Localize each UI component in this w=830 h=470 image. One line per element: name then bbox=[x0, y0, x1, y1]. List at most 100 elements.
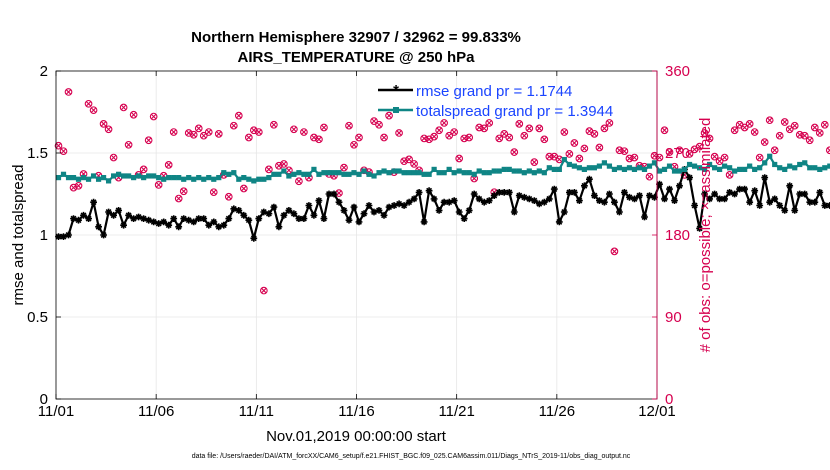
spread-point bbox=[656, 168, 663, 174]
obs-assimilated-cross bbox=[351, 142, 357, 148]
spread-point bbox=[817, 166, 823, 172]
rmse-series-line bbox=[58, 168, 830, 240]
spread-point bbox=[576, 165, 582, 171]
obs-possible-circle bbox=[660, 126, 669, 135]
rmse-asterisk bbox=[375, 207, 383, 214]
rmse-point bbox=[711, 190, 718, 198]
obs-assimilated-cross bbox=[701, 130, 708, 136]
y-tick-label: 0.5 bbox=[27, 309, 48, 326]
rmse-point bbox=[420, 218, 428, 226]
obs-assimilated-cross bbox=[541, 136, 548, 143]
spread-point bbox=[301, 171, 307, 177]
obs-possible-circle bbox=[820, 120, 829, 129]
rmse-point bbox=[520, 193, 528, 201]
spread-point bbox=[757, 165, 763, 171]
spread-point bbox=[75, 176, 82, 182]
obs-possible-circle bbox=[705, 134, 714, 143]
rmse-point bbox=[255, 215, 263, 222]
obs-marker bbox=[595, 143, 604, 152]
spread-point bbox=[100, 175, 107, 181]
rmse-asterisk bbox=[490, 192, 498, 199]
obs-marker bbox=[785, 125, 794, 134]
obs-marker bbox=[710, 152, 719, 161]
obs-marker bbox=[715, 157, 724, 166]
obs-possible-circle bbox=[410, 160, 418, 168]
rmse-asterisk bbox=[550, 185, 558, 193]
rmse-point bbox=[120, 221, 127, 229]
obs-marker bbox=[630, 153, 639, 162]
spread-point bbox=[246, 176, 252, 182]
rmse-asterisk bbox=[716, 195, 723, 203]
rmse-point bbox=[746, 198, 754, 206]
rmse-point bbox=[540, 198, 548, 206]
obs-marker bbox=[620, 147, 629, 156]
obs-possible-circle bbox=[600, 124, 609, 133]
rmse-point bbox=[490, 192, 498, 199]
obs-marker bbox=[810, 123, 819, 132]
spread-point bbox=[621, 166, 628, 172]
spread-point bbox=[396, 168, 402, 174]
obs-assimilated-cross bbox=[55, 142, 62, 149]
rmse-point bbox=[375, 207, 383, 214]
obs-possible-circle bbox=[229, 121, 238, 130]
obs-possible-circle bbox=[720, 153, 729, 162]
obs-marker bbox=[259, 286, 268, 295]
rmse-asterisk bbox=[671, 197, 678, 204]
obs-assimilated-cross bbox=[791, 122, 798, 129]
spread-point bbox=[316, 171, 322, 177]
obs-possible-circle bbox=[440, 119, 448, 127]
obs-assimilated-cross bbox=[296, 178, 302, 185]
obs-possible-circle bbox=[169, 128, 178, 136]
obs-assimilated-cross bbox=[225, 193, 232, 200]
spread-point bbox=[311, 166, 317, 172]
spread-point bbox=[466, 170, 472, 176]
obs-assimilated-cross bbox=[761, 139, 768, 145]
obs-marker bbox=[560, 128, 569, 136]
obs-assimilated-cross bbox=[596, 144, 603, 151]
rmse-asterisk bbox=[365, 202, 373, 209]
rmse-asterisk bbox=[731, 190, 738, 198]
spread-point bbox=[531, 170, 537, 176]
spread-point bbox=[691, 163, 698, 169]
spread-point bbox=[446, 166, 452, 172]
rmse-point bbox=[801, 190, 809, 198]
rmse-point bbox=[560, 208, 568, 216]
rmse-point bbox=[450, 197, 458, 204]
rmse-point bbox=[265, 210, 273, 218]
rmse-point bbox=[761, 174, 769, 181]
spread-point bbox=[536, 168, 542, 174]
obs-marker bbox=[695, 142, 704, 151]
obs-possible-circle bbox=[280, 160, 288, 168]
rmse-point bbox=[686, 174, 693, 181]
rmse-point bbox=[806, 198, 814, 206]
obs-assimilated-cross bbox=[441, 120, 447, 126]
obs-marker bbox=[685, 150, 694, 158]
obs-assimilated-cross bbox=[571, 140, 578, 146]
obs-assimilated-cross bbox=[291, 126, 297, 133]
rmse-asterisk bbox=[155, 220, 163, 227]
rmse-asterisk bbox=[275, 223, 283, 231]
rmse-asterisk bbox=[641, 213, 648, 221]
obs-possible-circle bbox=[525, 124, 534, 133]
obs-possible-circle bbox=[179, 187, 188, 196]
obs-marker bbox=[645, 172, 654, 181]
spread-point bbox=[792, 165, 798, 171]
obs-marker bbox=[435, 126, 443, 135]
rmse-point bbox=[240, 211, 248, 219]
obs-marker bbox=[815, 129, 824, 137]
spread-point bbox=[156, 175, 162, 181]
obs-assimilated-cross bbox=[396, 130, 402, 136]
obs-marker bbox=[790, 121, 799, 130]
rmse-asterisk bbox=[55, 233, 62, 240]
rmse-point bbox=[85, 215, 92, 222]
rmse-asterisk bbox=[335, 198, 343, 206]
spread-point bbox=[296, 170, 302, 176]
rmse-asterisk bbox=[280, 211, 288, 219]
obs-possible-circle bbox=[745, 119, 754, 128]
rmse-asterisk bbox=[340, 207, 348, 214]
spread-point bbox=[711, 165, 718, 171]
rmse-asterisk bbox=[70, 215, 77, 222]
obs-assimilated-cross bbox=[481, 125, 488, 132]
spread-point bbox=[431, 166, 437, 172]
obs-possible-circle bbox=[84, 99, 93, 108]
